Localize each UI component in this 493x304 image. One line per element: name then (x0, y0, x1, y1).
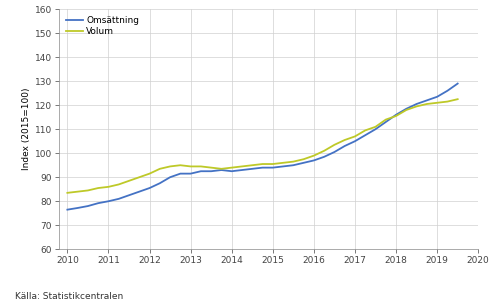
Omsättning (403, 107, 409, 111)
Omsättning (290, 164, 296, 167)
Volum (280, 161, 286, 165)
Volum (331, 143, 337, 147)
Omsättning (342, 144, 348, 148)
Omsättning (157, 181, 163, 185)
Omsättning (75, 206, 81, 210)
Volum (403, 108, 409, 112)
Volum (455, 97, 460, 101)
Omsättning (311, 159, 317, 162)
Omsättning (249, 167, 255, 171)
Volum (198, 164, 204, 168)
Omsättning (116, 197, 122, 201)
Line: Volum: Volum (68, 99, 458, 193)
Y-axis label: Index (2015=100): Index (2015=100) (22, 88, 31, 171)
Volum (311, 154, 317, 157)
Omsättning (455, 82, 460, 85)
Omsättning (126, 193, 132, 197)
Volum (342, 138, 348, 142)
Volum (301, 157, 307, 161)
Volum (106, 185, 111, 189)
Volum (445, 100, 451, 103)
Legend: Omsättning, Volum: Omsättning, Volum (64, 14, 142, 39)
Omsättning (414, 102, 420, 106)
Volum (95, 186, 101, 190)
Volum (208, 166, 214, 169)
Omsättning (137, 190, 142, 193)
Volum (434, 101, 440, 105)
Volum (167, 164, 173, 168)
Omsättning (424, 98, 430, 102)
Omsättning (106, 199, 111, 203)
Omsättning (331, 150, 337, 154)
Omsättning (229, 169, 235, 173)
Omsättning (393, 113, 399, 117)
Volum (362, 129, 368, 132)
Omsättning (188, 172, 194, 175)
Omsättning (373, 127, 379, 131)
Omsättning (218, 168, 224, 172)
Volum (393, 114, 399, 118)
Volum (290, 160, 296, 164)
Volum (249, 164, 255, 167)
Omsättning (85, 204, 91, 208)
Omsättning (260, 166, 266, 169)
Volum (157, 167, 163, 171)
Text: Källa: Statistikcentralen: Källa: Statistikcentralen (15, 292, 123, 301)
Omsättning (445, 89, 451, 93)
Volum (116, 183, 122, 186)
Omsättning (301, 161, 307, 165)
Line: Omsättning: Omsättning (68, 84, 458, 210)
Omsättning (65, 208, 70, 212)
Omsättning (208, 169, 214, 173)
Omsättning (362, 133, 368, 137)
Volum (137, 175, 142, 179)
Volum (321, 149, 327, 153)
Volum (424, 102, 430, 106)
Volum (75, 190, 81, 193)
Omsättning (280, 164, 286, 168)
Omsättning (352, 140, 358, 143)
Volum (373, 125, 379, 129)
Volum (270, 162, 276, 166)
Omsättning (177, 172, 183, 175)
Omsättning (146, 186, 152, 190)
Omsättning (321, 155, 327, 159)
Omsättning (270, 166, 276, 169)
Volum (260, 162, 266, 166)
Volum (414, 105, 420, 108)
Volum (146, 172, 152, 175)
Omsättning (239, 168, 245, 172)
Volum (65, 191, 70, 195)
Volum (352, 135, 358, 138)
Omsättning (198, 169, 204, 173)
Volum (229, 166, 235, 169)
Omsättning (95, 201, 101, 205)
Omsättning (383, 120, 389, 124)
Volum (177, 164, 183, 167)
Volum (85, 188, 91, 192)
Volum (188, 164, 194, 168)
Volum (383, 118, 389, 121)
Volum (218, 167, 224, 171)
Omsättning (434, 95, 440, 98)
Omsättning (167, 175, 173, 179)
Volum (126, 179, 132, 183)
Volum (239, 164, 245, 168)
